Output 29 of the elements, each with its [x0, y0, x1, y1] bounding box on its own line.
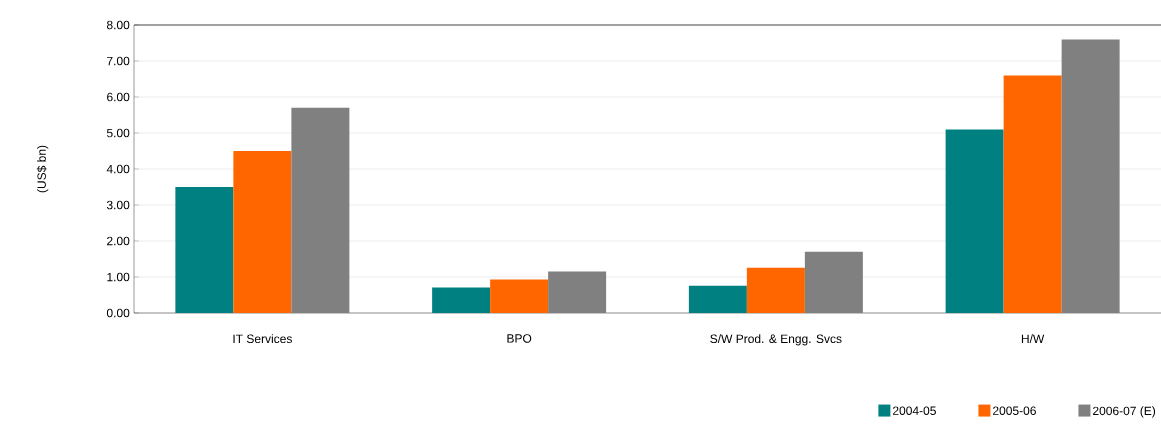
bar — [945, 129, 1004, 313]
bar — [291, 107, 350, 313]
y-tick-label: 1.00 — [107, 272, 130, 282]
legend-label: 2004-05 — [893, 406, 936, 415]
y-axis-title: (US$ bn) — [36, 145, 49, 193]
y-tick-label: 7.00 — [107, 56, 130, 66]
y-tick-label: 8.00 — [106, 20, 130, 30]
y-tick-label: 2.00 — [107, 236, 130, 246]
y-tick-label: 3.00 — [106, 200, 130, 210]
bar — [233, 151, 292, 313]
x-tick-label: S/W Prod. & Engg. Svcs — [710, 334, 842, 346]
y-tick-label: 0.00 — [106, 308, 130, 318]
x-tick-label: IT Services — [233, 334, 292, 344]
bar — [688, 285, 747, 313]
bar — [490, 279, 549, 313]
y-tick-label: 5.00 — [106, 128, 130, 138]
bar — [804, 251, 863, 313]
legend-label: 2005-06 — [993, 406, 1036, 415]
y-tick-label: 4.00 — [106, 164, 130, 174]
bar — [746, 267, 805, 313]
bar — [432, 287, 491, 313]
x-tick-label: BPO — [507, 334, 532, 343]
legend-label: 2006-07 (E) — [1093, 406, 1156, 418]
bar — [175, 187, 234, 313]
bar — [548, 271, 607, 313]
bar — [1003, 75, 1062, 313]
bar — [1061, 39, 1120, 313]
y-tick-label: 6.00 — [107, 92, 130, 102]
x-tick-label: H/W — [1021, 334, 1045, 344]
